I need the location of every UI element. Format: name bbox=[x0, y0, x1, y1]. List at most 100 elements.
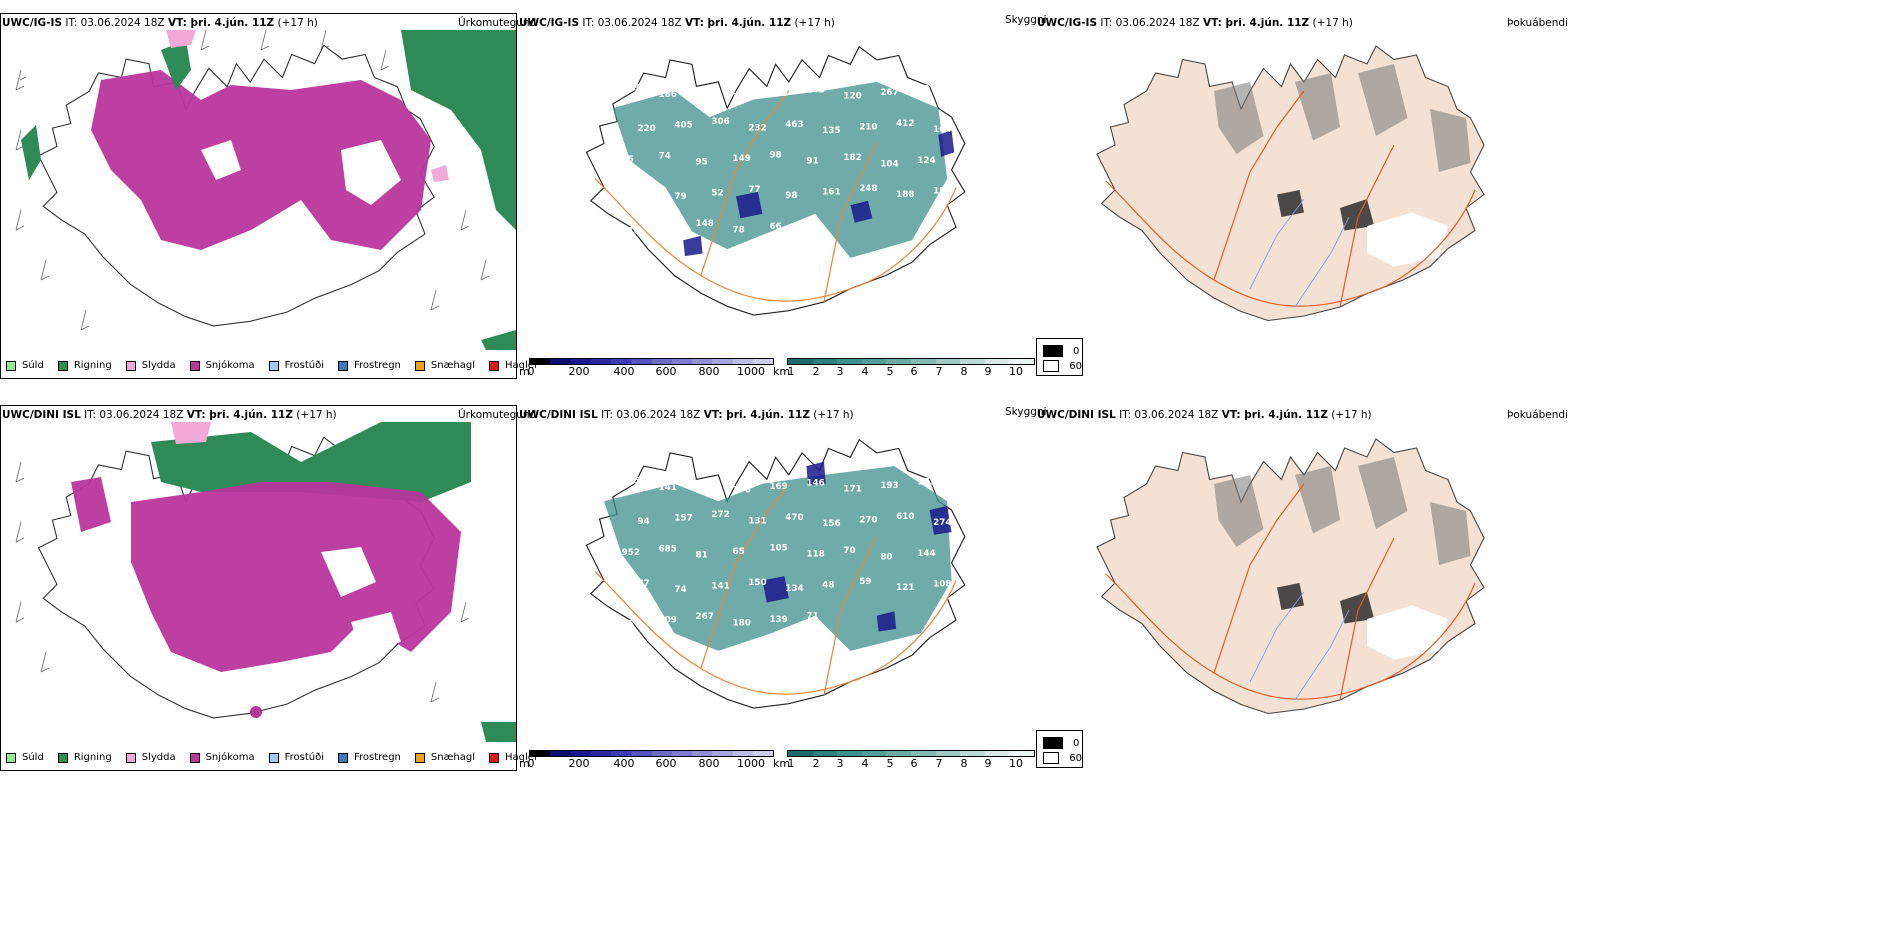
colorbar-segment bbox=[812, 359, 838, 364]
ptype-legend: Súld Rigning Slydda Snjókoma Frostúði Fr… bbox=[6, 360, 551, 371]
panel-header: UWC/DINI ISL IT: 03.06.2024 18Z VT: þri.… bbox=[1037, 409, 1372, 422]
legend-item: Snæhagl bbox=[414, 360, 475, 371]
valid-time: VT: þri. 4.jún. 11Z bbox=[684, 17, 792, 29]
cloud-base-label: 270 bbox=[859, 515, 877, 525]
cloudbase-colorbar: m 0 200 400 600 800 1000 bbox=[519, 358, 774, 378]
legend-label: Rigning bbox=[73, 360, 112, 371]
roads bbox=[1105, 90, 1476, 308]
colorbar-tick: 8 bbox=[960, 365, 968, 378]
cloud-base-label: 121 bbox=[896, 583, 914, 593]
cloud-base-label: 412 bbox=[896, 119, 914, 129]
lead-time: (+17 h) bbox=[1312, 17, 1353, 29]
legend-swatch bbox=[57, 752, 68, 763]
colorbar-segment bbox=[935, 359, 961, 364]
fog-legend: 0 60 bbox=[1036, 338, 1083, 376]
colorbar-tick: 5 bbox=[886, 757, 894, 770]
colorbar-segment bbox=[712, 359, 733, 364]
legend-swatch bbox=[6, 360, 16, 371]
legend-item: Rigning bbox=[57, 752, 112, 763]
colorbar-tick: 1000 bbox=[737, 757, 765, 770]
colorbar-tick: 9 bbox=[984, 757, 992, 770]
cloud-base-label: 76 bbox=[659, 223, 671, 233]
legend-item: Haglél bbox=[489, 752, 537, 763]
colorbar-segment bbox=[752, 359, 773, 364]
cloud-base-label: 71 bbox=[806, 611, 818, 621]
cloud-base-label: 151 bbox=[933, 187, 951, 197]
fog-legend-item: 0 bbox=[1043, 345, 1082, 357]
cloud-base-label: 105 bbox=[769, 544, 787, 554]
cloud-base-label: 131 bbox=[748, 516, 766, 526]
cloud-base-label: 74 bbox=[674, 585, 686, 595]
colorbar-strip bbox=[787, 358, 1035, 365]
cloud-base-label: 176 bbox=[732, 486, 750, 496]
colorbar-tick: 600 bbox=[655, 365, 677, 378]
colorbar-segment bbox=[570, 359, 591, 364]
colorbar-segment bbox=[671, 751, 692, 756]
cloud-base-label: 139 bbox=[769, 615, 787, 625]
cloud-base-label: 26 bbox=[696, 479, 708, 489]
colorbar-segment bbox=[590, 751, 611, 756]
cloud-base-label: 118 bbox=[806, 550, 824, 560]
legend-item: Slydda bbox=[125, 360, 176, 371]
cloud-base-label: 77 bbox=[748, 185, 760, 195]
lead-time: (+17 h) bbox=[277, 17, 318, 29]
cloud-base-label: 267 bbox=[880, 88, 898, 98]
legend-swatch bbox=[1043, 345, 1063, 357]
visibility-map: 675 141 26 176 169 146 171 193 171 94 157 272 131 470… bbox=[585, 439, 966, 709]
legend-item: Frostúði bbox=[268, 752, 324, 763]
fog-legend: 0 60 bbox=[1036, 730, 1083, 768]
colorbar-segment bbox=[732, 359, 753, 364]
legend-swatch bbox=[1043, 360, 1060, 372]
colorbar-unit: m bbox=[519, 365, 530, 378]
colorbar-segment bbox=[530, 359, 551, 364]
colorbar-tick: 200 bbox=[568, 757, 590, 770]
colorbar-segment bbox=[692, 359, 713, 364]
legend-swatch bbox=[125, 752, 136, 763]
panel-header: UWC/IG-IS IT: 03.06.2024 18Z VT: þri. 4.… bbox=[519, 17, 835, 30]
cloud-base-label: 65 bbox=[732, 547, 744, 557]
cloud-base-label: 170 bbox=[769, 89, 787, 99]
colorbar-segment bbox=[530, 751, 551, 756]
panel-title: Úrkomutegund bbox=[458, 409, 537, 421]
legend-item: Frostregn bbox=[338, 360, 401, 371]
colorbar-strip bbox=[787, 750, 1035, 757]
lead-time: (+17 h) bbox=[794, 17, 835, 29]
colorbar-unit: m bbox=[519, 757, 530, 770]
cloud-base-label: 108 bbox=[933, 580, 951, 590]
fog-map bbox=[1096, 438, 1485, 715]
legend-item: Súld bbox=[6, 360, 44, 371]
colorbar-tick: 2 bbox=[812, 757, 820, 770]
colorbar-tick: 400 bbox=[613, 757, 635, 770]
colorbar-segment bbox=[631, 751, 652, 756]
colorbar-tick: 6 bbox=[910, 365, 918, 378]
roads bbox=[594, 90, 957, 303]
colorbar-tick: 200 bbox=[568, 365, 590, 378]
rain-areas bbox=[21, 30, 516, 350]
legend-swatch bbox=[268, 360, 279, 371]
colorbar-segment bbox=[812, 751, 838, 756]
model-name: UWC/DINI ISL bbox=[2, 409, 81, 421]
legend-swatch bbox=[489, 360, 500, 371]
visibility-map: 253 186 233 171 170 163 120 267 90 220 405 306 232 46… bbox=[585, 46, 966, 316]
legend-swatch bbox=[338, 752, 348, 763]
colorbar-tick: 3 bbox=[836, 757, 844, 770]
cloud-base-label: 180 bbox=[732, 618, 750, 628]
colorbar-tick: 800 bbox=[698, 757, 720, 770]
legend-swatch bbox=[1043, 752, 1060, 764]
legend-label: Slydda bbox=[141, 360, 176, 371]
colorbar-segment bbox=[1009, 359, 1034, 364]
legend-swatch bbox=[189, 752, 200, 763]
legend-item: Frostregn bbox=[338, 752, 401, 763]
cloud-base-label: 120 bbox=[843, 92, 861, 102]
cloud-base-label: 210 bbox=[859, 122, 877, 132]
colorbar-segment bbox=[788, 751, 813, 756]
fog-legend-item: 0 bbox=[1043, 737, 1082, 749]
legend-swatch bbox=[125, 360, 136, 371]
legend-label: Frostúði bbox=[284, 360, 324, 371]
colorbar-segment bbox=[671, 359, 692, 364]
cloud-base-label: 104 bbox=[880, 159, 898, 169]
legend-label: Rigning bbox=[73, 752, 112, 763]
colorbar-unit: km bbox=[773, 365, 791, 378]
cloud-base-label: 135 bbox=[822, 126, 840, 136]
colorbar-segment bbox=[935, 751, 961, 756]
